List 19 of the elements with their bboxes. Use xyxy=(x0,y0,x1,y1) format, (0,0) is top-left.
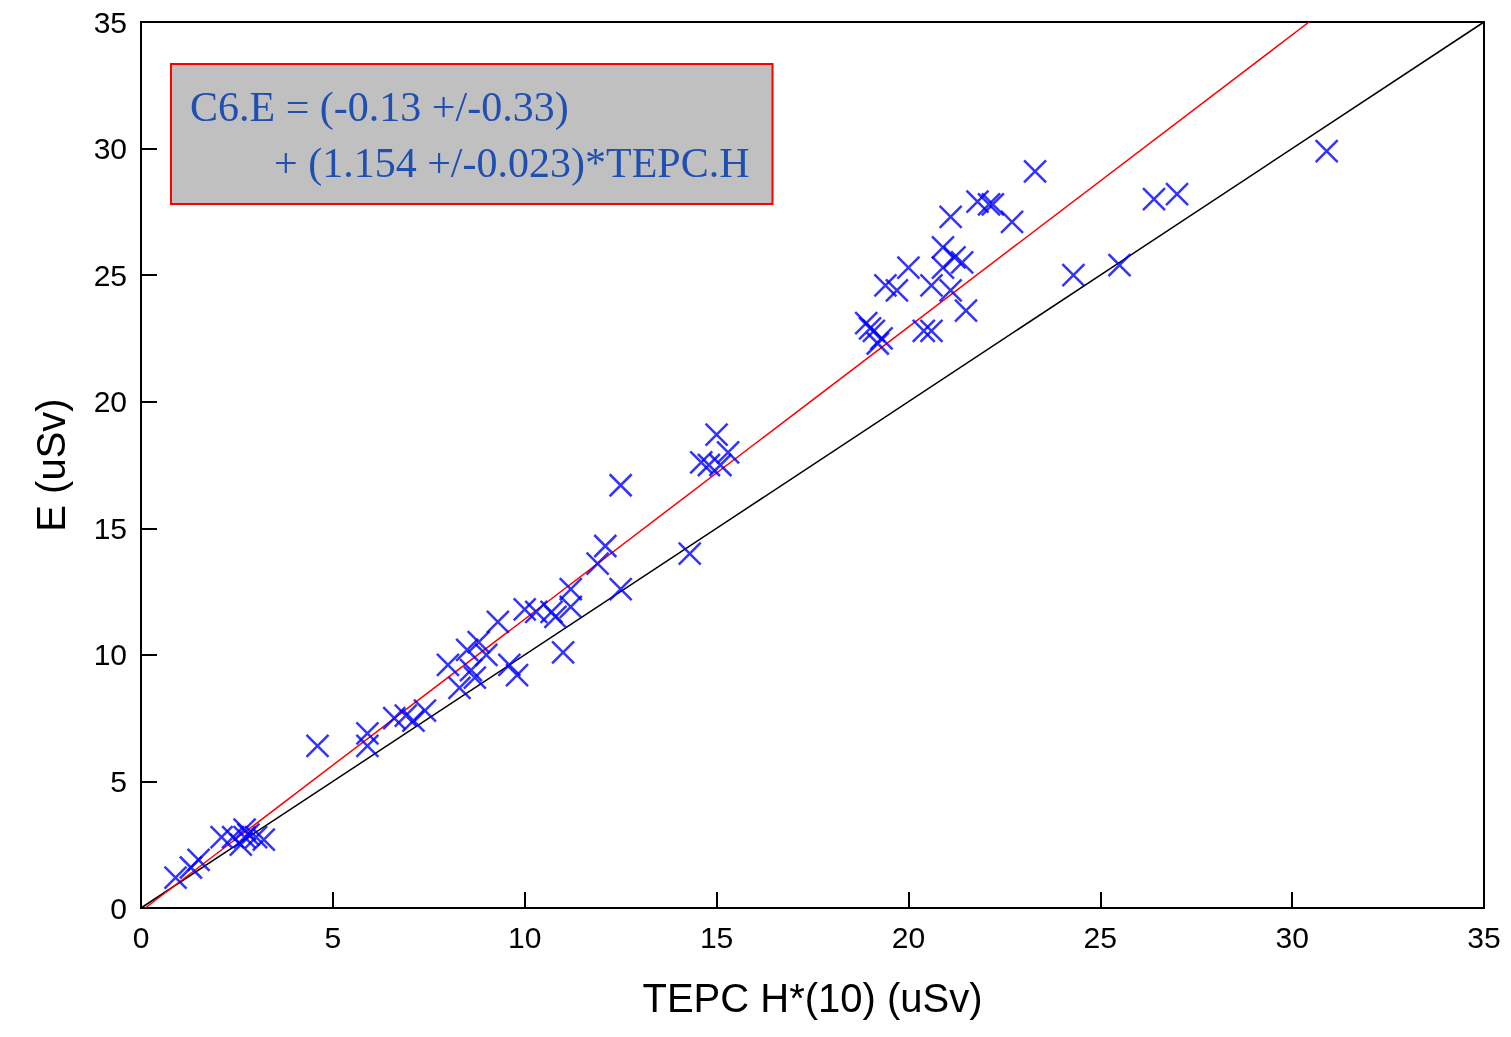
x-axis-title: TEPC H*(10) (uSv) xyxy=(642,976,983,1020)
y-tick-label: 15 xyxy=(93,511,127,545)
x-tick-label: 35 xyxy=(1467,920,1501,954)
x-tick-label: 0 xyxy=(132,920,150,954)
y-axis-title: E (uSv) xyxy=(29,398,73,532)
x-tick-label: 25 xyxy=(1083,920,1117,954)
annotation: C6.E = (-0.13 +/-0.33) + (1.154 +/-0.023)*TEPC.H xyxy=(190,84,750,187)
y-tick-label: 25 xyxy=(93,258,127,292)
x-tick-label: 30 xyxy=(1275,920,1309,954)
y-tick-label: 30 xyxy=(93,132,127,166)
y-tick-label: 35 xyxy=(93,5,127,39)
y-tick-label: 10 xyxy=(93,638,127,672)
x-tick-label: 10 xyxy=(508,920,542,954)
y-tick-label: 20 xyxy=(93,385,127,419)
x-tick-label: 15 xyxy=(699,920,734,954)
y-tick-label: 5 xyxy=(110,764,127,798)
x-tick-label: 5 xyxy=(324,920,342,954)
x-tick-label: 20 xyxy=(891,920,926,954)
y-tick-label: 0 xyxy=(110,891,127,925)
